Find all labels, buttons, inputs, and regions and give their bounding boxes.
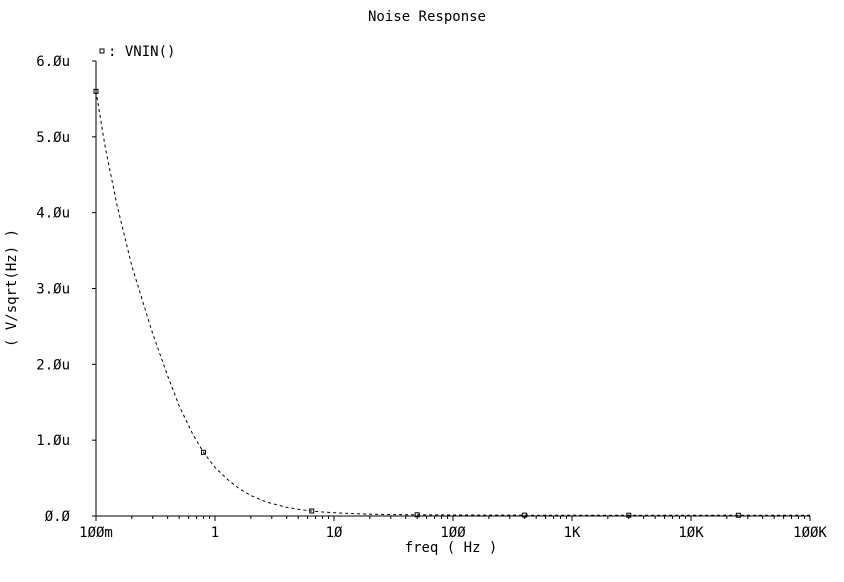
data-point-marker (93, 88, 99, 94)
x-tick-label: 1ØØ (440, 525, 466, 541)
legend: : VNIN() (99, 44, 175, 60)
x-tick-label: 1ØØm (79, 525, 113, 541)
y-tick-label: 6.Øu (36, 54, 70, 70)
data-point-marker (626, 512, 632, 518)
y-tick-label: Ø.Ø (45, 509, 71, 525)
legend-label-vnin: : VNIN() (108, 44, 175, 60)
data-point-marker (309, 508, 315, 514)
axes (95, 61, 810, 517)
data-point-marker (735, 512, 741, 518)
series-layer (93, 88, 810, 518)
series-line-vnin (95, 91, 810, 516)
y-tick-label: 2.Øu (36, 357, 70, 373)
chart-title: Noise Response (368, 9, 486, 25)
x-axis-label: freq ( Hz ) (405, 540, 498, 556)
y-tick-label: 5.Øu (36, 130, 70, 146)
data-point-marker (200, 449, 206, 455)
y-axis-label: ( V/sqrt(Hz) ) (4, 229, 20, 347)
y-tick-label: 4.Øu (36, 206, 70, 222)
x-tick-label: 1 (211, 525, 219, 541)
y-tick-label: 3.Øu (36, 282, 70, 298)
x-tick-label: 1ØK (678, 525, 704, 541)
data-point-marker (522, 512, 528, 518)
legend-marker (99, 48, 105, 54)
data-point-marker (414, 512, 420, 518)
axis-ticks: Ø.Ø 1.Øu 2.Øu 3.Øu 4.Øu 5.Øu 6.Øu 1ØØm 1 1Ø 1ØØ 1K 1… (36, 54, 827, 541)
y-tick-label: 1.Øu (36, 433, 70, 449)
x-tick-label: 1ØØK (793, 525, 827, 541)
x-tick-label: 1K (564, 525, 581, 541)
x-tick-label: 1Ø (326, 525, 343, 541)
